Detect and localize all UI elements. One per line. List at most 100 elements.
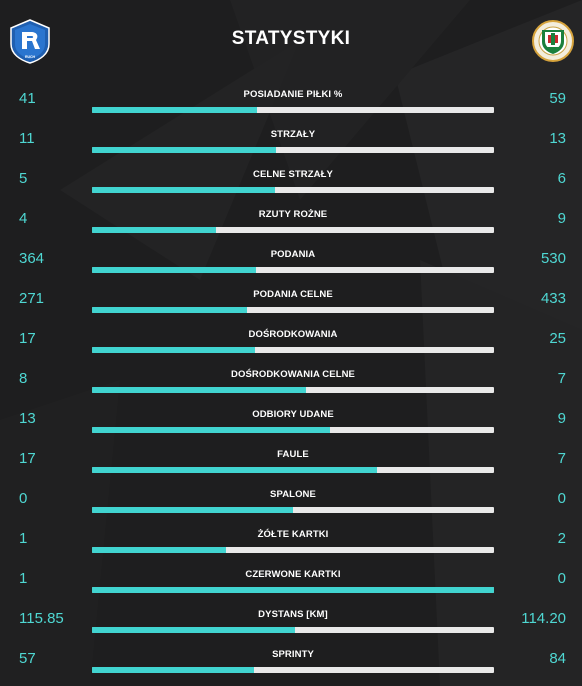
- stat-label: PODANIA: [270, 249, 316, 260]
- away-stat-value: 114.20: [521, 610, 566, 627]
- stat-label: DOŚRODKOWANIA CELNE: [231, 369, 355, 380]
- comparison-bar: [92, 427, 494, 433]
- comparison-bar-fill: [92, 307, 247, 313]
- stats-list: 41 POSIADANIE PIŁKI % 59 11 STRZAŁY 13 5 CELNE …: [0, 80, 582, 680]
- comparison-bar-fill: [92, 507, 293, 513]
- comparison-bar: [92, 147, 494, 153]
- home-stat-value: 364: [19, 250, 45, 267]
- comparison-bar-fill: [92, 467, 377, 473]
- stat-label: STRZAŁY: [270, 129, 316, 140]
- away-stat-value: 2: [557, 530, 566, 547]
- home-stat-value: 8: [19, 370, 28, 387]
- comparison-bar: [92, 307, 494, 313]
- comparison-bar: [92, 587, 494, 593]
- away-team-crest: [530, 18, 576, 64]
- stat-row: 271 PODANIA CELNE 433: [0, 280, 582, 320]
- home-stat-value: 271: [19, 290, 45, 307]
- stat-row: 8 DOŚRODKOWANIA CELNE 7: [0, 360, 582, 400]
- stat-label: CELNE STRZAŁY: [253, 169, 333, 180]
- comparison-bar-fill: [92, 667, 255, 673]
- stat-row: 41 POSIADANIE PIŁKI % 59: [0, 80, 582, 120]
- comparison-bar-fill: [92, 547, 226, 553]
- stat-label: SPRINTY: [272, 649, 314, 660]
- home-stat-value: 13: [19, 410, 36, 427]
- away-stat-value: 9: [557, 410, 566, 427]
- away-stat-value: 433: [540, 290, 566, 307]
- away-stat-value: 6: [557, 170, 566, 187]
- zaglebie-lubin-crest-icon: [532, 20, 574, 62]
- away-stat-value: 25: [549, 330, 566, 347]
- stat-label: CZERWONE KARTKI: [245, 569, 341, 580]
- comparison-bar-fill: [92, 587, 494, 593]
- comparison-bar: [92, 627, 494, 633]
- stat-label: DYSTANS [KM]: [258, 609, 328, 620]
- stat-label: ŻÓŁTE KARTKI: [257, 529, 329, 540]
- stat-row: 57 SPRINTY 84: [0, 640, 582, 680]
- home-stat-value: 17: [19, 330, 36, 347]
- comparison-bar: [92, 347, 494, 353]
- home-stat-value: 1: [19, 530, 28, 547]
- away-stat-value: 7: [557, 370, 566, 387]
- comparison-bar-fill: [92, 347, 255, 353]
- home-stat-value: 5: [19, 170, 28, 187]
- comparison-bar: [92, 387, 494, 393]
- stat-row: 115.85 DYSTANS [KM] 114.20: [0, 600, 582, 640]
- stat-row: 0 SPALONE 0: [0, 480, 582, 520]
- stat-label: DOŚRODKOWANIA: [248, 329, 338, 340]
- stat-label: SPALONE: [270, 489, 316, 500]
- header: RUCH STATYSTYKI: [0, 0, 582, 80]
- home-stat-value: 11: [19, 130, 35, 147]
- stat-label: POSIADANIE PIŁKI %: [243, 89, 343, 100]
- ruch-chorzow-crest-icon: RUCH: [10, 19, 50, 64]
- comparison-bar: [92, 267, 494, 273]
- comparison-bar-fill: [92, 187, 275, 193]
- away-stat-value: 59: [549, 90, 566, 107]
- comparison-bar-fill: [92, 107, 257, 113]
- comparison-bar-fill: [92, 147, 277, 153]
- home-stat-value: 17: [19, 450, 36, 467]
- stat-row: 13 ODBIORY UDANE 9: [0, 400, 582, 440]
- stat-row: 364 PODANIA 530: [0, 240, 582, 280]
- stat-row: 17 FAULE 7: [0, 440, 582, 480]
- comparison-bar: [92, 107, 494, 113]
- home-stat-value: 1: [19, 570, 28, 587]
- stat-label: FAULE: [277, 449, 309, 460]
- stat-row: 11 STRZAŁY 13: [0, 120, 582, 160]
- comparison-bar-fill: [92, 387, 307, 393]
- page-title: STATYSTYKI: [231, 28, 351, 49]
- home-stat-value: 115.85: [19, 610, 64, 627]
- home-team-crest: RUCH: [7, 18, 53, 64]
- stat-row: 17 DOŚRODKOWANIA 25: [0, 320, 582, 360]
- comparison-bar-fill: [92, 627, 295, 633]
- stat-label: ODBIORY UDANE: [252, 409, 334, 420]
- comparison-bar-fill: [92, 427, 330, 433]
- comparison-bar-fill: [92, 227, 216, 233]
- stat-label: RZUTY ROŻNE: [258, 209, 328, 220]
- away-stat-value: 7: [557, 450, 566, 467]
- away-stat-value: 13: [549, 130, 566, 147]
- stat-row: 1 CZERWONE KARTKI 0: [0, 560, 582, 600]
- away-stat-value: 84: [549, 650, 566, 667]
- away-stat-value: 0: [557, 570, 566, 587]
- stat-label: PODANIA CELNE: [253, 289, 333, 300]
- comparison-bar: [92, 667, 494, 673]
- home-stat-value: 0: [19, 490, 28, 507]
- comparison-bar: [92, 467, 494, 473]
- comparison-bar: [92, 507, 494, 513]
- home-stat-value: 41: [19, 90, 36, 107]
- away-stat-value: 0: [557, 490, 566, 507]
- comparison-bar-fill: [92, 267, 256, 273]
- away-stat-value: 530: [540, 250, 566, 267]
- away-stat-value: 9: [557, 210, 566, 227]
- home-crest-text: RUCH: [25, 55, 36, 59]
- comparison-bar: [92, 547, 494, 553]
- stat-row: 1 ŻÓŁTE KARTKI 2: [0, 520, 582, 560]
- stat-row: 4 RZUTY ROŻNE 9: [0, 200, 582, 240]
- comparison-bar: [92, 227, 494, 233]
- home-stat-value: 4: [19, 210, 28, 227]
- stat-row: 5 CELNE STRZAŁY 6: [0, 160, 582, 200]
- comparison-bar: [92, 187, 494, 193]
- home-stat-value: 57: [19, 650, 36, 667]
